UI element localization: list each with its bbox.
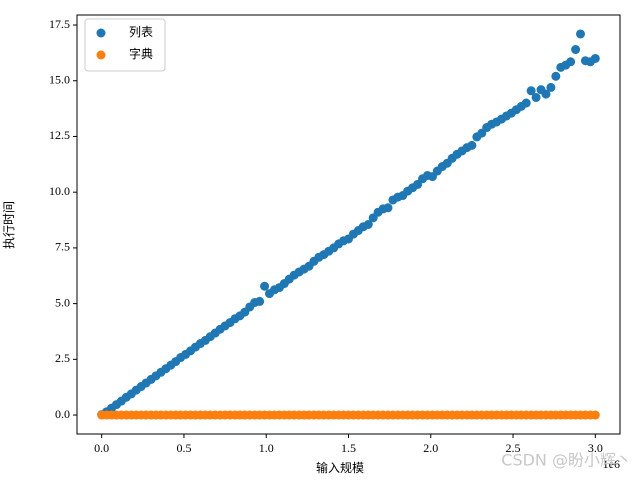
y-tick-label: 17.5: [49, 17, 70, 31]
scatter-point: [526, 86, 536, 96]
y-axis-label: 执行时间: [2, 201, 16, 249]
scatter-point: [521, 98, 531, 108]
x-tick-label: 2.0: [423, 441, 438, 455]
y-tick-label: 12.5: [49, 128, 70, 142]
y-tick-label: 0.0: [55, 407, 70, 421]
scatter-point: [541, 89, 551, 99]
x-tick-label: 0.0: [94, 441, 109, 455]
y-tick-label: 10.0: [49, 184, 70, 198]
legend-label: 列表: [129, 25, 153, 39]
scatter-point: [576, 29, 586, 39]
x-axis-label: 输入规模: [316, 460, 364, 475]
x-tick-label: 0.5: [176, 441, 191, 455]
scatter-point: [551, 71, 561, 81]
scatter-point: [571, 45, 581, 55]
x-tick-label: 1.5: [341, 441, 356, 455]
x-tick-label: 3.0: [588, 441, 603, 455]
x-offset-text: 1e6: [603, 457, 620, 471]
legend-marker: [96, 50, 106, 60]
scatter-point: [363, 220, 373, 229]
y-tick-label: 15.0: [49, 72, 70, 86]
x-tick-label: 2.5: [506, 441, 521, 455]
y-tick-label: 5.0: [55, 295, 70, 309]
scatter-point: [467, 140, 477, 150]
watermark: CSDN @盼小辉丶: [501, 451, 632, 470]
scatter-point: [255, 296, 265, 306]
x-tick-label: 1.0: [259, 441, 274, 455]
legend-marker: [96, 28, 106, 38]
scatter-point: [566, 57, 576, 67]
scatter-point: [383, 203, 393, 213]
legend-label: 字典: [129, 46, 153, 61]
scatter-point: [546, 82, 556, 92]
scatter-point: [590, 410, 600, 420]
scatter-point: [531, 92, 541, 102]
scatter-point: [260, 281, 270, 291]
scatter-point: [590, 53, 600, 63]
y-tick-label: 2.5: [55, 351, 70, 365]
y-tick-label: 7.5: [55, 240, 70, 254]
